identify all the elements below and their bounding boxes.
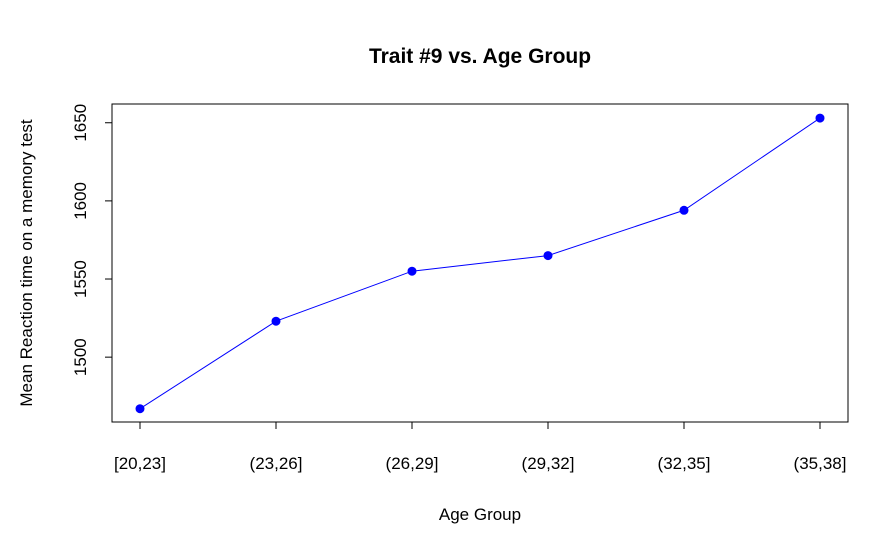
x-axis-title: Age Group xyxy=(439,505,521,524)
data-point xyxy=(271,316,281,326)
chart-title: Trait #9 vs. Age Group xyxy=(369,45,591,68)
x-tick-label: (29,32] xyxy=(522,454,575,473)
data-points xyxy=(135,113,825,414)
y-tick-label: 1550 xyxy=(71,260,90,298)
x-tick-label: (35,38] xyxy=(794,454,847,473)
x-tick-label: (23,26] xyxy=(250,454,303,473)
y-tick-label: 1600 xyxy=(71,182,90,220)
x-axis: [20,23] (23,26] (26,29] (29,32] (32,35] (35,3… xyxy=(114,421,847,473)
data-point xyxy=(135,404,145,414)
x-tick-label: [20,23] xyxy=(114,454,166,473)
data-point xyxy=(815,113,825,123)
data-point xyxy=(679,205,689,215)
data-point xyxy=(407,266,417,276)
x-tick-label: (32,35] xyxy=(658,454,711,473)
x-tick-label: (26,29] xyxy=(386,454,439,473)
y-tick-label: 1500 xyxy=(71,338,90,376)
y-axis: 1500 1550 1600 1650 xyxy=(71,104,113,376)
series-line xyxy=(139,117,821,410)
y-axis-title: Mean Reaction time on a memory test xyxy=(17,119,36,407)
y-tick-label: 1650 xyxy=(71,104,90,142)
data-point xyxy=(543,251,553,261)
